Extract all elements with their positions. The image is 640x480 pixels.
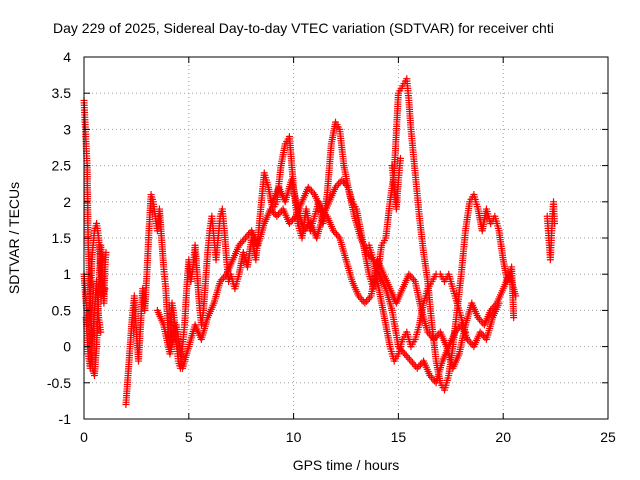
data-point (551, 220, 559, 228)
data-point (396, 154, 404, 162)
x-tick-label: 10 (286, 429, 302, 445)
data-point (415, 363, 423, 371)
data-point (238, 238, 246, 246)
x-tick-label: 25 (600, 429, 616, 445)
x-tick-label: 20 (495, 429, 511, 445)
y-tick-label: 3.5 (52, 85, 72, 101)
x-tick-label: 0 (80, 429, 88, 445)
data-point (495, 299, 503, 307)
data-point (333, 230, 341, 238)
data-point (461, 328, 469, 336)
y-tick-label: 2 (63, 194, 71, 210)
x-tick-label: 15 (391, 429, 407, 445)
data-point (361, 299, 369, 307)
data-point (97, 328, 105, 336)
data-point (404, 353, 412, 361)
y-tick-label: 1.5 (52, 230, 72, 246)
data-point (362, 297, 370, 305)
chart-title: Day 229 of 2025, Sidereal Day-to-day VTE… (53, 20, 554, 36)
data-point (409, 359, 417, 367)
data-point (512, 292, 520, 300)
x-axis-label: GPS time / hours (293, 457, 400, 473)
grid (84, 57, 608, 419)
data-point (240, 236, 248, 244)
data-point (358, 296, 366, 304)
y-tick-label: 4 (63, 49, 71, 65)
data-point (101, 285, 109, 293)
data-point (402, 352, 410, 360)
y-tick-label: 0.5 (52, 302, 72, 318)
y-tick-label: -0.5 (47, 375, 71, 391)
y-tick-label: -1 (59, 411, 72, 427)
data-point (241, 234, 249, 242)
y-tick-label: 1 (63, 266, 71, 282)
data-point (410, 361, 418, 369)
data-point (364, 296, 372, 304)
data-point (274, 210, 282, 218)
data-point (407, 357, 415, 365)
y-tick-label: 0 (63, 339, 71, 355)
data-point (335, 180, 343, 188)
data-point (405, 355, 413, 363)
y-tick-label: 2.5 (52, 158, 72, 174)
data-point (273, 212, 281, 220)
data-points (80, 75, 559, 409)
data-point (510, 314, 518, 322)
data-point (243, 232, 251, 240)
y-tick-label: 3 (63, 121, 71, 137)
data-point (102, 248, 110, 256)
data-point (430, 335, 438, 343)
y-axis-label: SDTVAR / TECUs (6, 182, 22, 294)
axis-ticks: 0 5 10 15 20 25 -1 -0.5 0 0.5 1 1.5 2 2.5 3 3.5 4 (47, 49, 616, 445)
x-tick-label: 5 (185, 429, 193, 445)
data-point (413, 364, 421, 372)
data-point (219, 274, 227, 282)
